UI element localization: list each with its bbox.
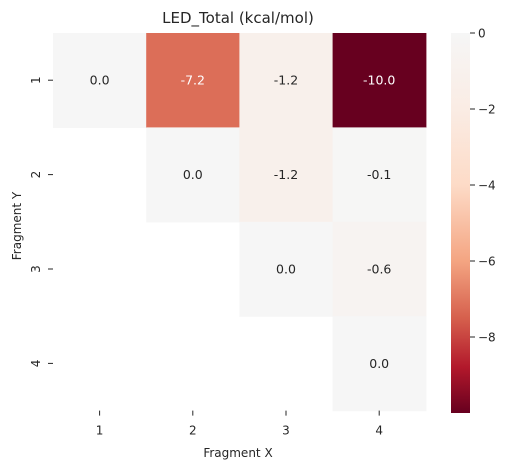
heatmap-cell-2-4 — [332, 127, 427, 223]
x-tick-label-2: 2 — [189, 424, 197, 438]
x-tick-label-3: 3 — [282, 424, 290, 438]
y-axis-label: Fragment Y — [10, 191, 24, 260]
x-tick-label-1: 1 — [96, 424, 104, 438]
heatmap-cell-1-4 — [332, 33, 427, 128]
cell-label-3-4: -0.6 — [367, 262, 391, 277]
cell-label-1-1: 0.0 — [90, 73, 110, 88]
colorbar-tick-label-2: −4 — [478, 179, 496, 193]
y-tick-label-4: 4 — [29, 360, 43, 368]
heatmap-cell-1-1 — [53, 33, 147, 128]
y-tick-label-2: 2 — [29, 171, 43, 179]
chart-title: LED_Total (kcal/mol) — [162, 9, 314, 28]
heatmap-cell-1-3 — [239, 33, 334, 128]
heatmap-cell-1-2 — [146, 33, 240, 128]
cell-label-1-4: -10.0 — [363, 73, 395, 88]
heatmap-cell-3-4 — [332, 221, 427, 317]
y-axis-ticks: 1 2 3 4 — [29, 76, 53, 367]
x-axis-label: Fragment X — [203, 446, 272, 460]
y-tick-label-3: 3 — [29, 265, 43, 273]
colorbar-ticks: 0 −2 −4 −6 −8 — [470, 27, 496, 345]
cell-label-1-2: -7.2 — [181, 73, 205, 88]
colorbar-tick-label-3: −6 — [478, 255, 496, 269]
y-tick-label-1: 1 — [29, 76, 43, 84]
x-tick-label-4: 4 — [375, 424, 383, 438]
cell-label-2-3: -1.2 — [274, 167, 298, 182]
cell-label-2-4: -0.1 — [367, 167, 391, 182]
cell-label-1-3: -1.2 — [274, 73, 298, 88]
x-axis-ticks: 1 2 3 4 — [96, 410, 383, 438]
cell-label-4-4: 0.0 — [369, 356, 389, 371]
heatmap-cells — [53, 33, 427, 412]
colorbar-tick-label-1: −2 — [478, 103, 496, 117]
colorbar-tick-label-4: −8 — [478, 331, 496, 345]
cell-value-labels: 0.0 -7.2 -1.2 -10.0 0.0 -1.2 -0.1 0.0 -0.6 0.0 — [90, 73, 396, 371]
heatmap-cell-4-4 — [332, 316, 427, 412]
colorbar — [451, 33, 470, 413]
colorbar-tick-label-0: 0 — [478, 27, 486, 41]
heatmap-cell-3-3 — [239, 221, 334, 317]
heatmap-cell-2-3 — [239, 127, 334, 223]
cell-label-3-3: 0.0 — [276, 262, 296, 277]
heatmap-cell-2-2 — [146, 127, 240, 223]
cell-label-2-2: 0.0 — [183, 167, 203, 182]
